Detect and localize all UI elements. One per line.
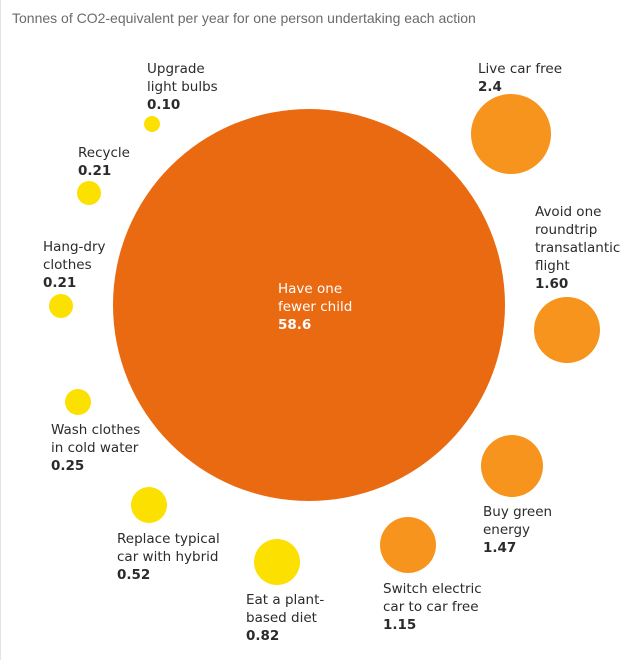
bubble-value: 1.60: [535, 276, 568, 292]
bubble-value: 0.82: [246, 628, 279, 644]
bubble: [131, 487, 167, 523]
bubble-label: based diet: [246, 610, 317, 626]
bubble-label: car to car free: [383, 599, 479, 615]
bubble-label: Replace typical: [117, 531, 220, 547]
bubble-label: Avoid one: [535, 204, 601, 220]
bubble-label: energy: [483, 522, 530, 538]
bubble-label: light bulbs: [147, 79, 218, 95]
bubble-label: transatlantic: [535, 240, 620, 256]
bubble-label: Have one: [278, 281, 342, 297]
bubble: [65, 389, 91, 415]
bubble-value: 0.10: [147, 97, 180, 113]
bubble-label: roundtrip: [535, 222, 597, 238]
bubble-label: clothes: [43, 257, 92, 273]
bubble-label: Switch electric: [383, 581, 482, 597]
bubble: [77, 181, 101, 205]
bubble-label: Upgrade: [147, 61, 205, 77]
bubble: [144, 116, 160, 132]
bubble-value: 58.6: [278, 317, 311, 333]
bubble-label: fewer child: [278, 299, 352, 315]
bubble: [254, 539, 300, 585]
bubble-label: Eat a plant-: [246, 592, 324, 608]
bubble-label: car with hybrid: [117, 549, 218, 565]
bubble-label: flight: [535, 258, 570, 274]
bubble-label: in cold water: [51, 440, 139, 456]
bubble: [471, 94, 551, 174]
bubble: [481, 435, 543, 497]
bubble-label: Recycle: [78, 145, 130, 161]
bubble-value: 2.4: [478, 79, 502, 95]
bubble: [380, 517, 436, 573]
bubble-value: 0.21: [43, 275, 76, 291]
bubble-value: 1.15: [383, 617, 416, 633]
bubble-value: 1.47: [483, 540, 516, 556]
bubble-label: Hang-dry: [43, 239, 106, 255]
bubble-value: 0.52: [117, 567, 150, 583]
bubble-label: Live car free: [478, 61, 562, 77]
bubble-value: 0.25: [51, 458, 84, 474]
chart-title: Tonnes of CO2-equivalent per year for on…: [12, 10, 476, 26]
bubble-value: 0.21: [78, 163, 111, 179]
bubble: [49, 294, 73, 318]
bubble: [534, 297, 600, 363]
bubble-label: Wash clothes: [51, 422, 140, 438]
bubble: [113, 109, 505, 501]
bubble-label: Buy green: [483, 504, 552, 520]
